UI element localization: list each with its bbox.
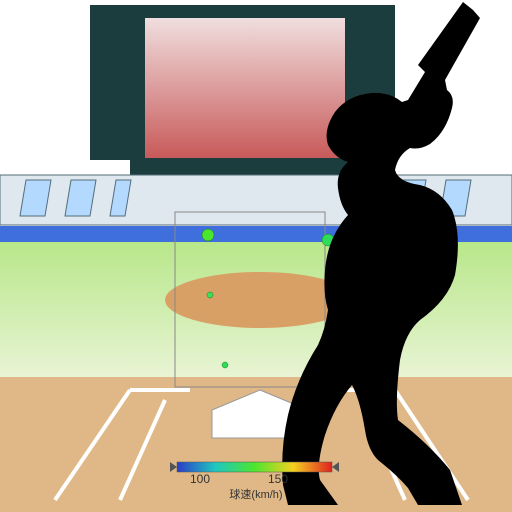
legend-tick-label: 100 bbox=[190, 472, 210, 486]
pitch-marker bbox=[207, 292, 213, 298]
legend-axis-label: 球速(km/h) bbox=[229, 487, 282, 501]
pitch-marker bbox=[222, 362, 228, 368]
stadium-window bbox=[65, 180, 96, 216]
legend-tick-label: 150 bbox=[268, 472, 288, 486]
stadium-window bbox=[20, 180, 51, 216]
legend-colorbar bbox=[177, 462, 332, 472]
scoreboard-screen bbox=[145, 18, 345, 158]
pitch-marker bbox=[202, 229, 214, 241]
